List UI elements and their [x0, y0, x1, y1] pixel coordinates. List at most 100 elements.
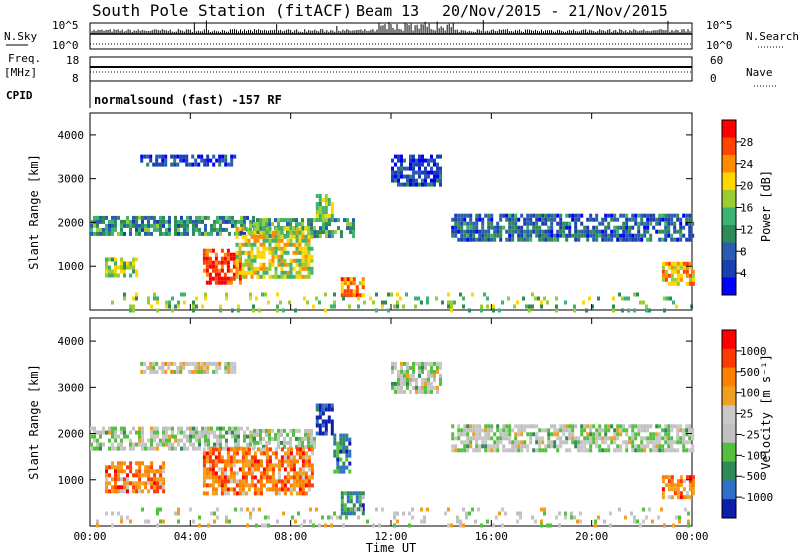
heatmap-cell — [421, 389, 424, 394]
heatmap-cell — [262, 270, 266, 275]
colorbar-frame — [721, 329, 737, 519]
heatmap-cell — [318, 214, 322, 218]
heatmap-cell — [301, 258, 305, 263]
heatmap-cell — [535, 448, 539, 453]
heatmap-cell — [541, 217, 545, 222]
heatmap-cell — [427, 361, 430, 366]
heatmap-cell — [180, 292, 183, 297]
heatmap-cell — [220, 276, 224, 281]
heatmap-cell — [90, 434, 93, 439]
colorbar-tick-label: 12 — [740, 223, 753, 236]
heatmap-cell — [226, 459, 230, 464]
heatmap-cell — [573, 308, 576, 313]
heatmap-cell — [343, 218, 346, 223]
heatmap-cell — [231, 430, 234, 435]
heatmap-cell — [223, 483, 227, 488]
heatmap-cell — [490, 237, 494, 242]
heatmap-cell — [301, 479, 305, 484]
heatmap-cell — [108, 273, 111, 278]
heatmap-cell — [238, 268, 242, 273]
heatmap-cell — [676, 269, 680, 274]
heatmap-cell — [202, 463, 206, 468]
heatmap-cell — [230, 162, 234, 167]
heatmap-cell — [670, 213, 674, 218]
heatmap-cell — [414, 296, 417, 301]
heatmap-cell — [168, 434, 171, 439]
heatmap-cell — [318, 423, 322, 428]
heatmap-cell — [691, 475, 695, 480]
heatmap-cell — [400, 166, 403, 171]
heatmap-cell — [301, 471, 305, 476]
heatmap-cell — [340, 285, 344, 290]
heatmap-cell — [532, 221, 536, 226]
heatmap-cell — [153, 489, 157, 494]
heatmap-cell — [280, 218, 283, 223]
heatmap-cell — [487, 424, 491, 429]
heatmap-cell — [628, 237, 632, 242]
heatmap-cell — [262, 451, 266, 456]
heatmap-cell — [105, 481, 108, 486]
heatmap-cell — [274, 455, 278, 460]
heatmap-cell — [427, 373, 430, 378]
heatmap-cell — [481, 233, 485, 238]
heatmap-cell — [646, 444, 650, 449]
heatmap-cell — [253, 463, 257, 468]
heatmap-cell — [478, 428, 482, 433]
heatmap-cell — [685, 440, 689, 445]
heatmap-cell — [619, 424, 623, 429]
heatmap-cell — [466, 229, 470, 234]
heatmap-cell — [182, 154, 186, 159]
heatmap-cell — [547, 213, 551, 218]
heatmap-cell — [520, 444, 524, 449]
heatmap-cell — [177, 227, 180, 232]
heatmap-cell — [265, 447, 269, 452]
heatmap-cell — [322, 230, 325, 235]
heatmap-cell — [339, 515, 342, 520]
heatmap-cell — [502, 448, 506, 453]
heatmap-cell — [225, 438, 228, 443]
heatmap-cell — [676, 213, 680, 218]
heatmap-cell — [168, 215, 171, 220]
heatmap-cell — [406, 381, 409, 386]
heatmap-cell — [132, 446, 135, 451]
heatmap-cell — [265, 444, 268, 449]
heatmap-cell — [253, 242, 257, 247]
nsearch-tick-bottom: 10^0 — [706, 39, 733, 52]
heatmap-cell — [156, 446, 159, 451]
heatmap-cell — [682, 432, 686, 437]
heatmap-cell — [397, 373, 400, 378]
heatmap-cell — [230, 361, 234, 366]
heatmap-cell — [661, 487, 665, 492]
colorbar-segment — [722, 172, 736, 191]
heatmap-cell — [433, 377, 436, 382]
heatmap-cell — [462, 296, 465, 301]
heatmap-cell — [280, 250, 284, 255]
heatmap-cell — [295, 250, 299, 255]
heatmap-cell — [574, 221, 578, 226]
heatmap-cell — [214, 463, 218, 468]
heatmap-cell — [478, 213, 482, 218]
heatmap-cell — [147, 465, 151, 470]
heatmap-cell — [147, 219, 150, 224]
heatmap-cell — [210, 511, 213, 516]
heatmap-cell — [559, 436, 563, 441]
heatmap-cell — [143, 361, 147, 366]
heatmap-cell — [185, 154, 189, 159]
heatmap-cell — [232, 487, 236, 492]
heatmap-cell — [672, 300, 675, 305]
heatmap-cell — [286, 250, 290, 255]
heatmap-cell — [292, 467, 296, 472]
heatmap-cell — [244, 234, 248, 239]
heatmap-cell — [202, 467, 206, 472]
heatmap-cell — [177, 223, 180, 228]
colorbar-segment — [722, 405, 736, 425]
heatmap-cell — [295, 451, 299, 456]
heatmap-cell — [189, 442, 192, 447]
heatmap-cell — [487, 213, 491, 218]
heatmap-cell — [643, 448, 647, 453]
heatmap-cell — [171, 426, 174, 431]
heatmap-cell — [381, 300, 384, 305]
heatmap-cell — [646, 213, 650, 218]
heatmap-cell — [132, 304, 135, 309]
heatmap-cell — [289, 444, 292, 449]
